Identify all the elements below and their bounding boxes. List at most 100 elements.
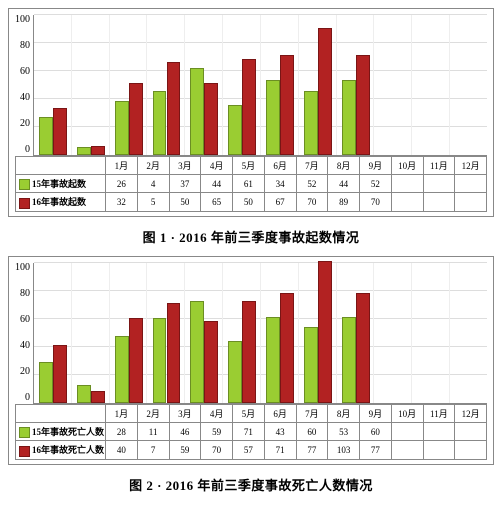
- bar-group: [374, 15, 412, 155]
- bar-series-b: [167, 62, 181, 155]
- table-row: 16年事故死亡人数 407597057717710377: [16, 441, 487, 459]
- chart-1-box: 100806040200 1月2月3月4月5月6月7月8月9月10月11月12月…: [8, 8, 494, 217]
- bar-series-b: [280, 293, 294, 403]
- value-cell-a: [455, 422, 487, 440]
- value-cell-b: 50: [233, 193, 265, 211]
- bar-series-a: [228, 105, 242, 155]
- bar-series-b: [167, 303, 181, 403]
- bar-series-a: [304, 327, 318, 403]
- bar-series-b: [53, 345, 67, 403]
- month-cell: 3月: [169, 157, 201, 175]
- bar-group: [261, 263, 299, 403]
- value-cell-a: 37: [169, 175, 201, 193]
- y-tick-label: 100: [15, 263, 30, 273]
- bar-series-b: [356, 55, 370, 155]
- bar-series-a: [39, 117, 53, 155]
- table-row: 1月2月3月4月5月6月7月8月9月10月11月12月: [16, 404, 487, 422]
- value-cell-b: 59: [169, 441, 201, 459]
- swatch-icon: [19, 446, 30, 457]
- row-head-blank: [16, 404, 106, 422]
- chart-1-y-axis: 100806040200: [15, 15, 33, 155]
- bar-series-a: [77, 147, 91, 155]
- value-cell-b: [391, 193, 423, 211]
- bar-series-b: [280, 55, 294, 155]
- value-cell-b: 32: [106, 193, 138, 211]
- bar-series-a: [190, 301, 204, 402]
- value-cell-b: [455, 441, 487, 459]
- month-cell: 3月: [169, 404, 201, 422]
- y-tick-label: 80: [20, 289, 30, 299]
- value-cell-b: 77: [360, 441, 392, 459]
- value-cell-a: [455, 175, 487, 193]
- y-tick-label: 0: [25, 393, 30, 403]
- value-cell-a: 44: [201, 175, 233, 193]
- row-head-series-a: 15年事故死亡人数: [16, 422, 106, 440]
- value-cell-a: 59: [201, 422, 233, 440]
- figure-1: 100806040200 1月2月3月4月5月6月7月8月9月10月11月12月…: [8, 8, 494, 246]
- bar-series-a: [153, 318, 167, 403]
- swatch-icon: [19, 198, 30, 209]
- chart-2-box: 100806040200 1月2月3月4月5月6月7月8月9月10月11月12月…: [8, 256, 494, 465]
- month-cell: 7月: [296, 404, 328, 422]
- bar-series-a: [304, 91, 318, 155]
- table-row: 15年事故起数 26437446134524452: [16, 175, 487, 193]
- figure-2-caption: 图 2 · 2016 年前三季度事故死亡人数情况: [8, 475, 494, 494]
- value-cell-b: 70: [360, 193, 392, 211]
- value-cell-b: 65: [201, 193, 233, 211]
- bar-series-a: [266, 80, 280, 155]
- month-cell: 1月: [106, 404, 138, 422]
- y-tick-label: 60: [20, 67, 30, 77]
- value-cell-b: 89: [328, 193, 360, 211]
- bar-group: [261, 15, 299, 155]
- value-cell-b: 50: [169, 193, 201, 211]
- bar-group: [223, 15, 261, 155]
- bar-series-a: [228, 341, 242, 403]
- month-cell: 5月: [233, 157, 265, 175]
- chart-1-plot: [33, 15, 487, 156]
- bar-group: [450, 15, 487, 155]
- value-cell-a: [423, 175, 455, 193]
- value-cell-b: 57: [233, 441, 265, 459]
- bar-series-a: [115, 336, 129, 402]
- month-cell: 4月: [201, 404, 233, 422]
- value-cell-a: [391, 422, 423, 440]
- bar-group: [72, 263, 110, 403]
- month-cell: 9月: [360, 157, 392, 175]
- y-tick-label: 0: [25, 145, 30, 155]
- chart-2-plot: [33, 263, 487, 404]
- bar-series-a: [115, 101, 129, 155]
- value-cell-b: [391, 441, 423, 459]
- figure-1-caption: 图 1 · 2016 年前三季度事故起数情况: [8, 227, 494, 246]
- bar-series-a: [153, 91, 167, 155]
- month-cell: 4月: [201, 157, 233, 175]
- y-tick-label: 40: [20, 93, 30, 103]
- value-cell-b: 67: [264, 193, 296, 211]
- value-cell-a: 11: [137, 422, 169, 440]
- bar-series-b: [204, 83, 218, 155]
- bar-group: [337, 263, 375, 403]
- bar-series-b: [91, 146, 105, 155]
- value-cell-a: 44: [328, 175, 360, 193]
- row-head-series-b: 16年事故死亡人数: [16, 441, 106, 459]
- value-cell-b: 103: [328, 441, 360, 459]
- value-cell-a: 60: [360, 422, 392, 440]
- month-cell: 9月: [360, 404, 392, 422]
- value-cell-a: 60: [296, 422, 328, 440]
- bar-series-a: [39, 362, 53, 403]
- value-cell-b: 5: [137, 193, 169, 211]
- value-cell-a: 4: [137, 175, 169, 193]
- value-cell-a: 61: [233, 175, 265, 193]
- bar-series-a: [266, 317, 280, 403]
- bar-series-b: [53, 108, 67, 155]
- month-cell: 5月: [233, 404, 265, 422]
- value-cell-a: 28: [106, 422, 138, 440]
- bar-group: [223, 263, 261, 403]
- figure-2: 100806040200 1月2月3月4月5月6月7月8月9月10月11月12月…: [8, 256, 494, 494]
- row-head-blank: [16, 157, 106, 175]
- bar-series-a: [77, 385, 91, 402]
- table-row: 1月2月3月4月5月6月7月8月9月10月11月12月: [16, 157, 487, 175]
- value-cell-b: 70: [296, 193, 328, 211]
- value-cell-b: 71: [264, 441, 296, 459]
- bar-group: [110, 15, 148, 155]
- y-tick-label: 80: [20, 41, 30, 51]
